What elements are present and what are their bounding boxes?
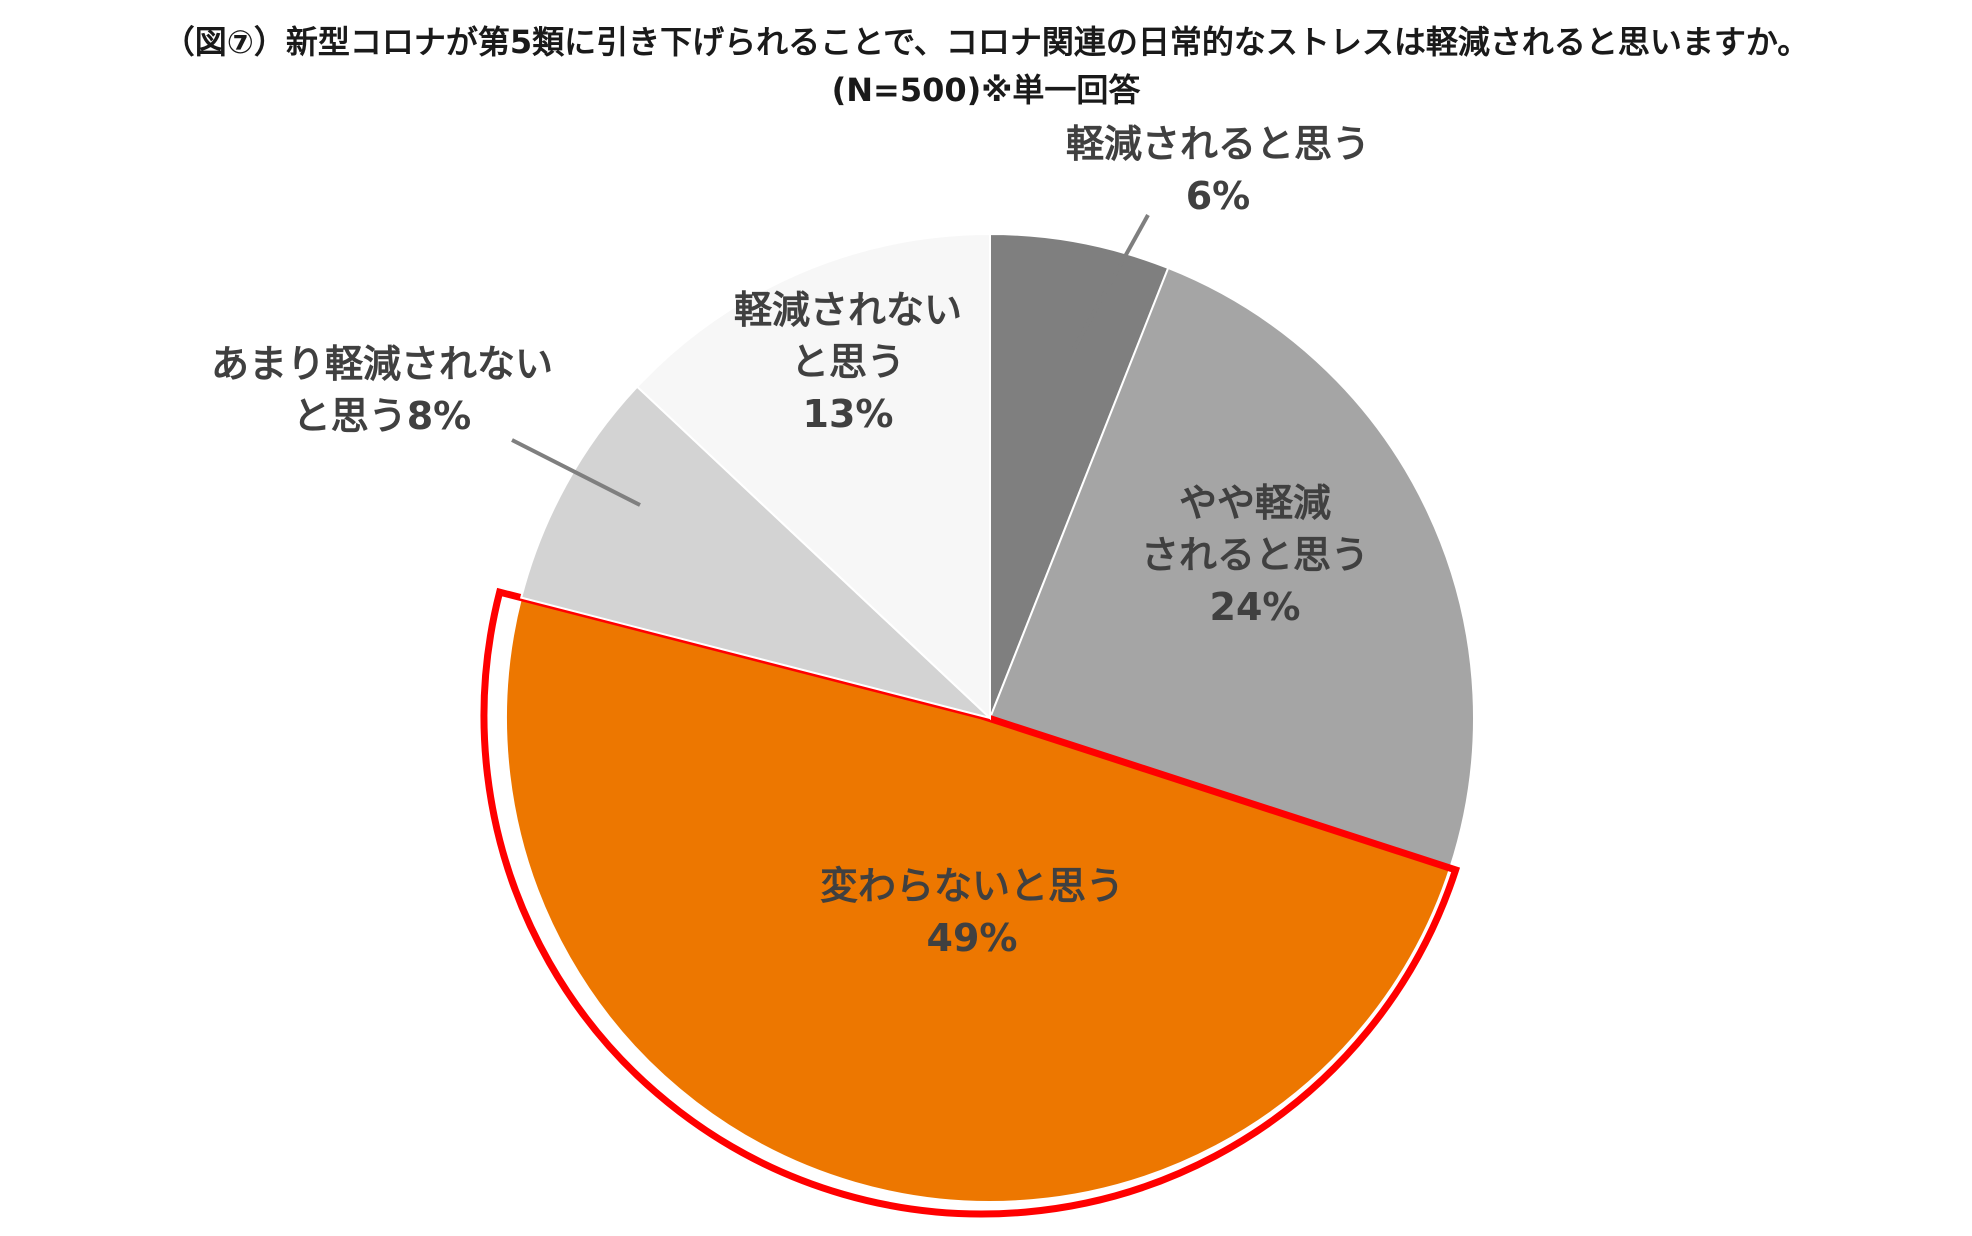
slice-label-reduced: 軽減されると思う 6% [1066, 122, 1370, 218]
slice-label-line: 変わらないと思う [820, 864, 1124, 908]
chart-subtitle: (N=500)※単一回答 [831, 71, 1141, 109]
slice-label-line: と思う8% [293, 394, 472, 438]
pie-slice-not-reduced [635, 232, 991, 721]
slice-label-line: 49% [927, 916, 1018, 960]
slice-label-line: 24% [1210, 585, 1301, 629]
chart-title-block: （図⑦）新型コロナが第5類に引き下げられることで、コロナ関連の日常的なストレスは… [0, 18, 1972, 114]
slice-label-line: と思う [791, 340, 905, 384]
slice-label-not-much-reduced: あまり軽減されないと思う8% [211, 342, 553, 438]
pie-slice-reduced [989, 232, 1170, 719]
pie-slice-unchanged [505, 596, 1452, 1203]
slice-label-line: やや軽減 [1179, 481, 1331, 525]
slice-label-line: されると思う [1141, 533, 1369, 577]
pie-slice-somewhat-reduced [988, 266, 1475, 869]
slice-label-line: あまり軽減されない [211, 342, 553, 386]
chart-title: （図⑦）新型コロナが第5類に引き下げられることで、コロナ関連の日常的なストレスは… [162, 23, 1810, 61]
slice-label-somewhat-reduced: やや軽減されると思う 24% [1141, 481, 1369, 629]
slice-label-unchanged: 変わらないと思う 49% [820, 864, 1124, 960]
pie-slices [480, 232, 1475, 1218]
slice-label-line: 軽減されると思う [1066, 122, 1370, 166]
slice-labels: 軽減されると思う 6% やや軽減されると思う 24% 変わらないと思う 49% あまり軽減さ… [211, 122, 1370, 960]
slice-label-line: 13% [803, 392, 894, 436]
leader-line-not-much-reduced [511, 438, 641, 507]
slice-label-line: 軽減されない [734, 288, 962, 332]
leader-line-reduced [1070, 214, 1150, 353]
pie-slice-not-much-reduced [519, 385, 991, 719]
leader-lines [511, 214, 1150, 507]
slice-label-line: 6% [1186, 174, 1251, 218]
highlight-outline [480, 587, 1461, 1218]
slice-label-not-reduced: 軽減されないと思う 13% [734, 288, 962, 436]
